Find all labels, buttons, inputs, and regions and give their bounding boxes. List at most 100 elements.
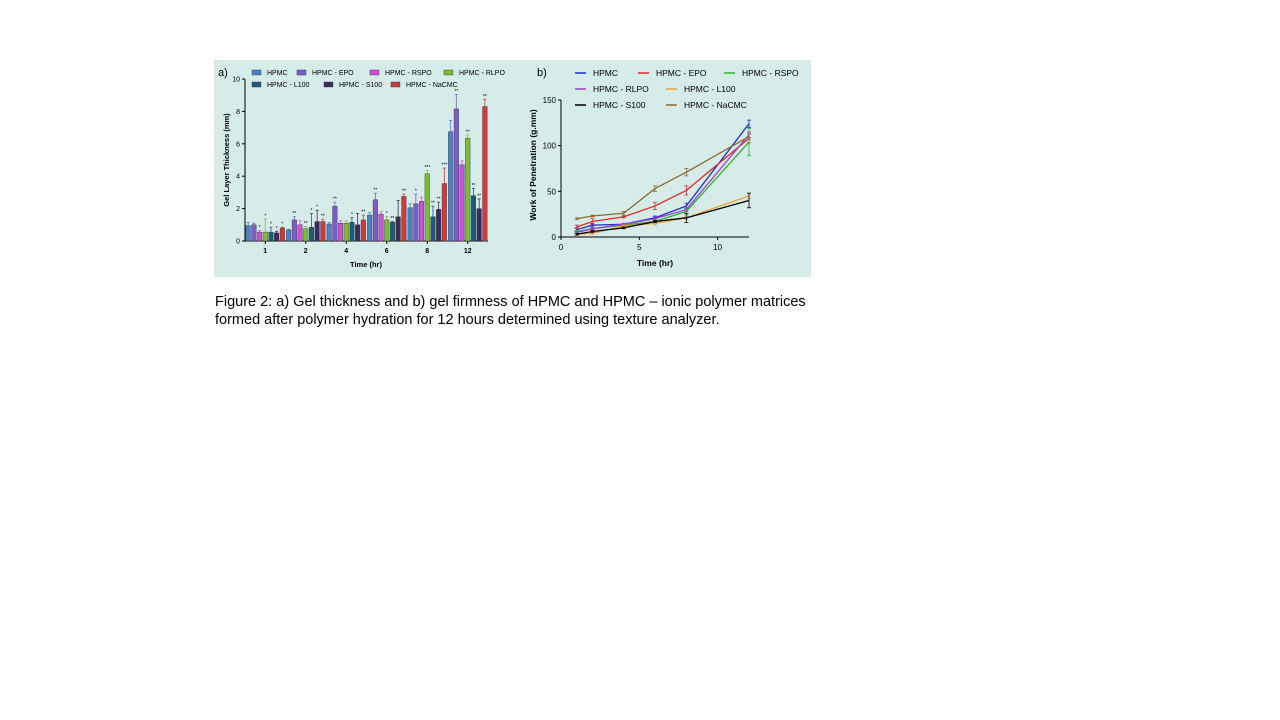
x-tick-label-a: 2 bbox=[304, 248, 308, 255]
x-tick-label-b: 5 bbox=[637, 243, 642, 252]
y-tick-label-b: 0 bbox=[552, 233, 557, 242]
bar-hpmc-rspo bbox=[338, 222, 344, 242]
legend-label: HPMC - NaCMC bbox=[684, 100, 747, 110]
bar-hpmc-epo bbox=[413, 203, 419, 242]
y-tick-label-a: 8 bbox=[236, 109, 240, 116]
bar-hpmc-l100 bbox=[349, 222, 355, 242]
bar-hpmc-rlpo bbox=[384, 219, 390, 242]
significance-label: ** bbox=[321, 214, 325, 220]
bar-hpmc-rspo bbox=[378, 214, 384, 242]
significance-label: ** bbox=[333, 197, 337, 203]
legend-label: HPMC - RSPO bbox=[742, 68, 799, 78]
significance-label: ** bbox=[402, 189, 406, 195]
significance-label: *** bbox=[441, 163, 447, 169]
x-axis-title-b: Time (hr) bbox=[637, 258, 673, 268]
bar-hpmc bbox=[245, 225, 251, 242]
x-tick-label-a: 4 bbox=[344, 248, 348, 255]
bar-hpmc bbox=[367, 214, 373, 242]
bar-hpmc-rspo bbox=[257, 231, 263, 242]
significance-label: ** bbox=[437, 197, 441, 203]
bar-hpmc-s100 bbox=[274, 232, 280, 242]
significance-label: ** bbox=[483, 94, 487, 100]
significance-label: * bbox=[310, 208, 312, 214]
bar-hpmc-nacmc bbox=[441, 183, 447, 242]
legend-label: HPMC - EPO bbox=[656, 68, 707, 78]
significance-label: * bbox=[316, 205, 318, 211]
y-tick-label-b: 150 bbox=[543, 96, 557, 105]
significance-label: * bbox=[259, 225, 261, 231]
legend-label: HPMC - NaCMC bbox=[406, 82, 458, 89]
x-tick-label-a: 8 bbox=[425, 248, 429, 255]
y-tick-label-a: 6 bbox=[236, 141, 240, 148]
y-tick-label-a: 4 bbox=[236, 174, 240, 181]
legend-label: HPMC - RLPO bbox=[593, 84, 649, 94]
x-tick-label-b: 0 bbox=[559, 243, 564, 252]
bar-hpmc bbox=[326, 223, 332, 242]
bar-hpmc-rlpo bbox=[303, 228, 309, 242]
significance-label: *** bbox=[424, 165, 430, 171]
panel-label-a: a) bbox=[218, 67, 228, 79]
y-tick-label-a: 0 bbox=[236, 239, 240, 246]
legend-label: HPMC - S100 bbox=[593, 100, 646, 110]
bar-hpmc-nacmc bbox=[482, 106, 488, 242]
legend-swatch bbox=[323, 81, 334, 88]
figure-caption: Figure 2: a) Gel thickness and b) gel fi… bbox=[215, 294, 806, 328]
significance-label: * bbox=[386, 211, 388, 217]
legend-swatch bbox=[251, 69, 262, 76]
significance-label: ** bbox=[477, 193, 481, 199]
legend-swatch bbox=[296, 69, 307, 76]
bar-hpmc-rlpo bbox=[343, 222, 349, 242]
bar-hpmc-epo bbox=[251, 224, 257, 242]
y-axis-title-a: Gel Layer Thickness (mm) bbox=[222, 113, 231, 207]
significance-label: ** bbox=[304, 221, 308, 227]
bar-hpmc-epo bbox=[332, 205, 338, 242]
bar-hpmc-s100 bbox=[314, 221, 320, 242]
bar-hpmc-l100 bbox=[470, 195, 476, 242]
legend-label: HPMC bbox=[593, 68, 618, 78]
legend-swatch bbox=[443, 69, 454, 76]
significance-label: ** bbox=[361, 210, 365, 216]
line-hpmc-s100 bbox=[576, 199, 750, 235]
bar-hpmc-s100 bbox=[436, 209, 442, 242]
significance-label: ** bbox=[454, 89, 458, 95]
x-tick-label-b: 10 bbox=[713, 243, 722, 252]
line-hpmc-rlpo bbox=[576, 134, 750, 234]
significance-label: * bbox=[351, 212, 353, 218]
legend-label: HPMC - L100 bbox=[684, 84, 736, 94]
bar-hpmc-epo bbox=[453, 108, 459, 242]
bar-hpmc-rspo bbox=[459, 164, 465, 242]
x-axis-title-a: Time (hr) bbox=[350, 260, 382, 269]
bar-hpmc-l100 bbox=[389, 222, 395, 242]
bar-hpmc-rlpo bbox=[465, 137, 471, 242]
bar-hpmc-l100 bbox=[308, 227, 314, 242]
bar-hpmc bbox=[448, 131, 454, 242]
bar-hpmc-epo bbox=[372, 199, 378, 242]
bar-hpmc-nacmc bbox=[360, 219, 366, 242]
bar-hpmc-nacmc bbox=[279, 227, 285, 242]
bar-hpmc-rspo bbox=[419, 201, 425, 242]
y-tick-label-a: 10 bbox=[232, 77, 240, 84]
legend-label: HPMC - L100 bbox=[267, 82, 310, 89]
bar-hpmc-s100 bbox=[355, 224, 361, 242]
bar-hpmc bbox=[407, 207, 413, 242]
panel-label-b: b) bbox=[537, 67, 547, 79]
legend-swatch bbox=[251, 81, 262, 88]
legend-swatch bbox=[369, 69, 380, 76]
significance-label: * bbox=[264, 214, 266, 220]
bar-hpmc-rspo bbox=[297, 224, 303, 242]
y-tick-label-b: 50 bbox=[547, 187, 556, 196]
line-hpmc bbox=[576, 123, 750, 231]
legend-label: HPMC - RLPO bbox=[459, 70, 505, 77]
significance-label: * bbox=[276, 226, 278, 232]
significance-label: ** bbox=[431, 201, 435, 207]
legend-swatch bbox=[390, 81, 401, 88]
x-tick-label-a: 6 bbox=[385, 248, 389, 255]
significance-label: * bbox=[415, 189, 417, 195]
bar-hpmc-s100 bbox=[476, 208, 482, 242]
significance-label: ** bbox=[292, 211, 296, 217]
bar-hpmc-l100 bbox=[430, 216, 436, 242]
y-tick-label-b: 100 bbox=[543, 142, 557, 151]
bar-hpmc-s100 bbox=[395, 216, 401, 242]
legend-label: HPMC - RSPO bbox=[385, 70, 432, 77]
